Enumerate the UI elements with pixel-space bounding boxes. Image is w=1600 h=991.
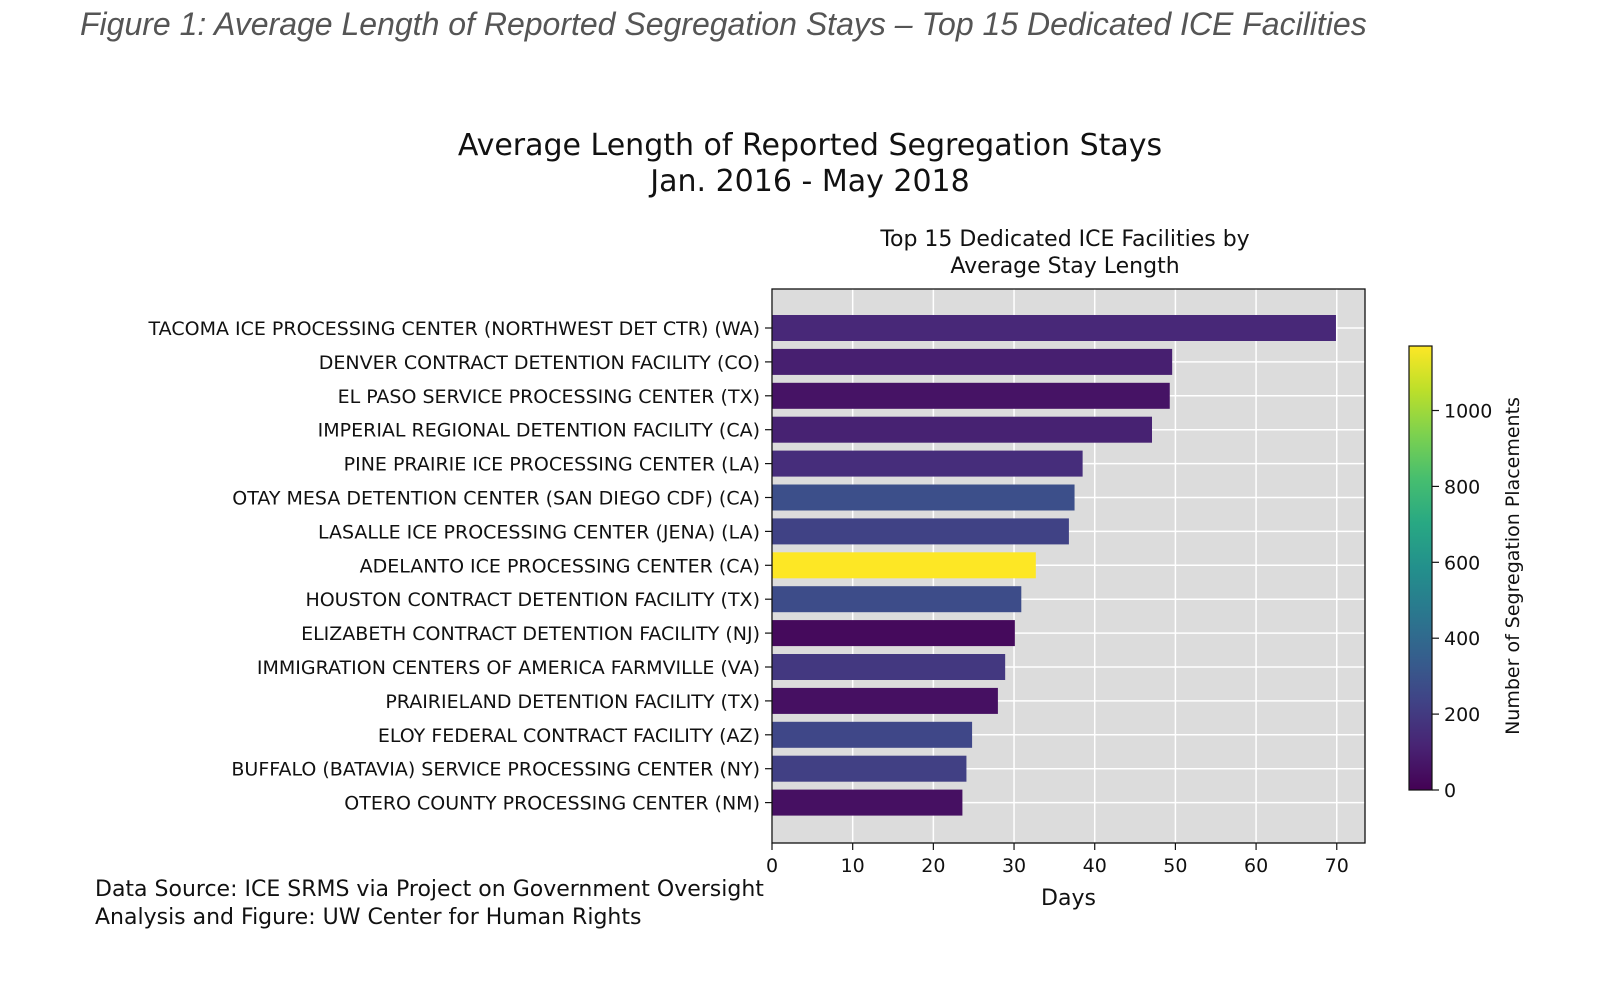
category-label: PRAIRIELAND DETENTION FACILITY (TX) bbox=[385, 691, 760, 713]
category-label: LASALLE ICE PROCESSING CENTER (JENA) (LA… bbox=[318, 521, 760, 543]
category-label: IMPERIAL REGIONAL DETENTION FACILITY (CA… bbox=[318, 420, 760, 442]
x-tick-label: 70 bbox=[1325, 855, 1349, 877]
bar bbox=[772, 721, 973, 748]
bar bbox=[772, 484, 1075, 511]
category-label: PINE PRAIRIE ICE PROCESSING CENTER (LA) bbox=[344, 454, 760, 476]
category-label: HOUSTON CONTRACT DETENTION FACILITY (TX) bbox=[305, 589, 760, 611]
category-label: ADELANTO ICE PROCESSING CENTER (CA) bbox=[360, 555, 760, 577]
plot-frame bbox=[771, 288, 1366, 844]
bar bbox=[772, 348, 1173, 375]
data-source-line1: Data Source: ICE SRMS via Project on Gov… bbox=[95, 877, 764, 902]
colorbar-tick-label: 800 bbox=[1444, 476, 1480, 498]
x-tick-label: 50 bbox=[1163, 855, 1187, 877]
bar bbox=[772, 687, 998, 714]
data-source-line2: Analysis and Figure: UW Center for Human… bbox=[95, 905, 642, 930]
colorbar-tick-label: 200 bbox=[1444, 704, 1480, 726]
chart-title-line2: Jan. 2016 - May 2018 bbox=[650, 164, 970, 199]
bar bbox=[772, 450, 1083, 477]
bar bbox=[772, 518, 1069, 545]
bar bbox=[772, 654, 1006, 680]
category-label: ELIZABETH CONTRACT DETENTION FACILITY (N… bbox=[301, 623, 760, 645]
chart-title-line1: Average Length of Reported Segregation S… bbox=[457, 128, 1163, 163]
bar bbox=[772, 755, 967, 782]
bar bbox=[772, 620, 1015, 647]
category-label: TACOMA ICE PROCESSING CENTER (NORTHWEST … bbox=[148, 318, 760, 340]
bar bbox=[772, 315, 1336, 341]
category-label: DENVER CONTRACT DETENTION FACILITY (CO) bbox=[319, 352, 760, 374]
colorbar-tick-label: 1000 bbox=[1444, 401, 1492, 423]
chart-subtitle-line2: Average Stay Length bbox=[950, 254, 1180, 279]
bar bbox=[772, 552, 1036, 579]
category-label: OTAY MESA DETENTION CENTER (SAN DIEGO CD… bbox=[232, 488, 760, 510]
x-axis-label: Days bbox=[1041, 886, 1096, 911]
x-tick-label: 20 bbox=[921, 855, 945, 877]
x-tick-label: 30 bbox=[1002, 855, 1026, 877]
bar bbox=[772, 789, 963, 816]
x-tick-label: 40 bbox=[1083, 855, 1107, 877]
chart-subtitle-line1: Top 15 Dedicated ICE Facilities by bbox=[880, 227, 1250, 252]
colorbar-label: Number of Segregation Placements bbox=[1502, 397, 1524, 735]
category-label: IMMIGRATION CENTERS OF AMERICA FARMVILLE… bbox=[257, 657, 760, 679]
bar bbox=[772, 382, 1170, 409]
category-label: ELOY FEDERAL CONTRACT FACILITY (AZ) bbox=[378, 725, 760, 747]
colorbar-tick-label: 600 bbox=[1444, 552, 1480, 574]
bar bbox=[772, 416, 1153, 443]
colorbar bbox=[1408, 345, 1433, 791]
x-tick-label: 10 bbox=[841, 855, 865, 877]
category-label: EL PASO SERVICE PROCESSING CENTER (TX) bbox=[338, 386, 760, 408]
data-source: Data Source: ICE SRMS via Project on Gov… bbox=[95, 876, 764, 932]
bar bbox=[772, 586, 1022, 613]
category-label: BUFFALO (BATAVIA) SERVICE PROCESSING CEN… bbox=[231, 759, 760, 781]
category-label: OTERO COUNTY PROCESSING CENTER (NM) bbox=[344, 793, 760, 815]
x-tick-label: 0 bbox=[766, 855, 778, 877]
figure-caption: Figure 1: Average Length of Reported Seg… bbox=[80, 6, 1367, 42]
colorbar-tick-label: 0 bbox=[1444, 780, 1456, 802]
colorbar-tick-label: 400 bbox=[1444, 628, 1480, 650]
x-tick-label: 60 bbox=[1244, 855, 1268, 877]
